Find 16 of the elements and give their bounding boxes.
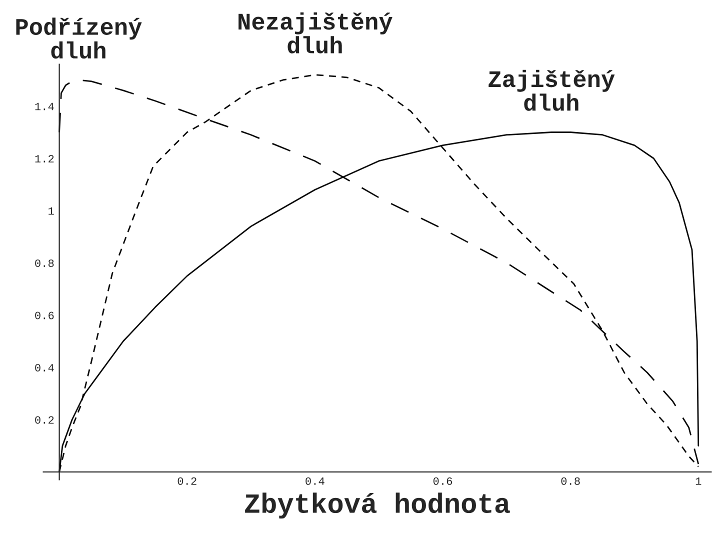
x-tick-label: 0.4 [306,477,324,485]
y-tick-label: 1.4 [35,102,54,110]
series-label: Podřízený dluh [16,18,142,59]
y-tick-label: 0.2 [35,416,54,424]
y-tick-label: 0.4 [35,364,54,372]
y-tick-label: 0.8 [35,259,54,268]
x-tick-label: 0.8 [561,477,580,485]
x-axis-title: Zbytková hodnota [245,492,510,519]
series-label: Zajištěný dluh [488,70,615,111]
x-tick-label: 0.6 [433,477,452,485]
x-tick-label: 1 [696,477,702,485]
y-tick-label: 0.6 [35,312,54,320]
x-tick-label: 0.2 [178,477,196,485]
y-tick-label: 1.2 [35,154,54,162]
series-label: Nezajištěný dluh [238,12,392,54]
y-tick-label: 1 [48,207,54,215]
